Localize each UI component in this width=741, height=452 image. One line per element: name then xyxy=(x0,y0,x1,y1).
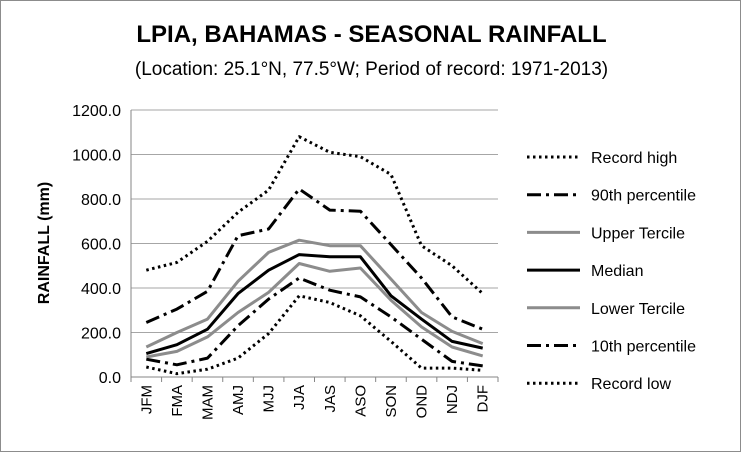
legend-label: Lower Tercile xyxy=(591,301,685,318)
series-line-90th-percentile xyxy=(145,187,484,331)
y-tick-label: 600.0 xyxy=(81,237,121,254)
y-tick-label: 800.0 xyxy=(81,192,121,209)
legend-label: 10th percentile xyxy=(591,339,696,356)
x-tick-label: ASO xyxy=(352,385,369,417)
series-line-median xyxy=(145,253,484,356)
y-tick-label: 200.0 xyxy=(81,326,121,343)
legend-label: Record low xyxy=(591,376,671,393)
x-tick-label: FMA xyxy=(169,385,186,417)
y-tick-label: 1000.0 xyxy=(72,148,121,165)
x-tick-label: JJA xyxy=(291,385,308,410)
x-tick-label: OND xyxy=(414,385,431,419)
chart-title: LPIA, BAHAMAS - SEASONAL RAINFALL xyxy=(136,21,607,48)
chart-subtitle: (Location: 25.1°N, 77.5°W; Period of rec… xyxy=(134,59,609,80)
x-tick-label: JFM xyxy=(138,385,155,414)
series-line-record-high xyxy=(145,135,484,295)
legend-label: Record high xyxy=(591,150,677,167)
x-tick-label: MJJ xyxy=(261,385,278,413)
series-line-record-low xyxy=(145,294,483,376)
series-line-10th-percentile xyxy=(146,276,483,368)
y-tick-label: 0.0 xyxy=(99,370,121,387)
y-tick-label: 1200.0 xyxy=(72,103,121,120)
series-line-upper-tercile xyxy=(145,238,484,349)
y-tick-label: 400.0 xyxy=(81,281,121,298)
x-tick-label: DJF xyxy=(475,385,492,413)
x-tick-label: AMJ xyxy=(230,385,247,415)
x-tick-label: JAS xyxy=(322,385,339,413)
legend-label: Upper Tercile xyxy=(591,225,685,242)
x-tick-label: MAM xyxy=(199,385,216,420)
legend-label: Median xyxy=(591,263,643,280)
series-line-lower-tercile xyxy=(146,262,484,359)
legend-label: 90th percentile xyxy=(591,188,696,205)
x-tick-label: NDJ xyxy=(444,385,461,414)
x-tick-label: SON xyxy=(383,385,400,418)
y-axis-title: RAINFALL (mm) xyxy=(36,182,53,304)
